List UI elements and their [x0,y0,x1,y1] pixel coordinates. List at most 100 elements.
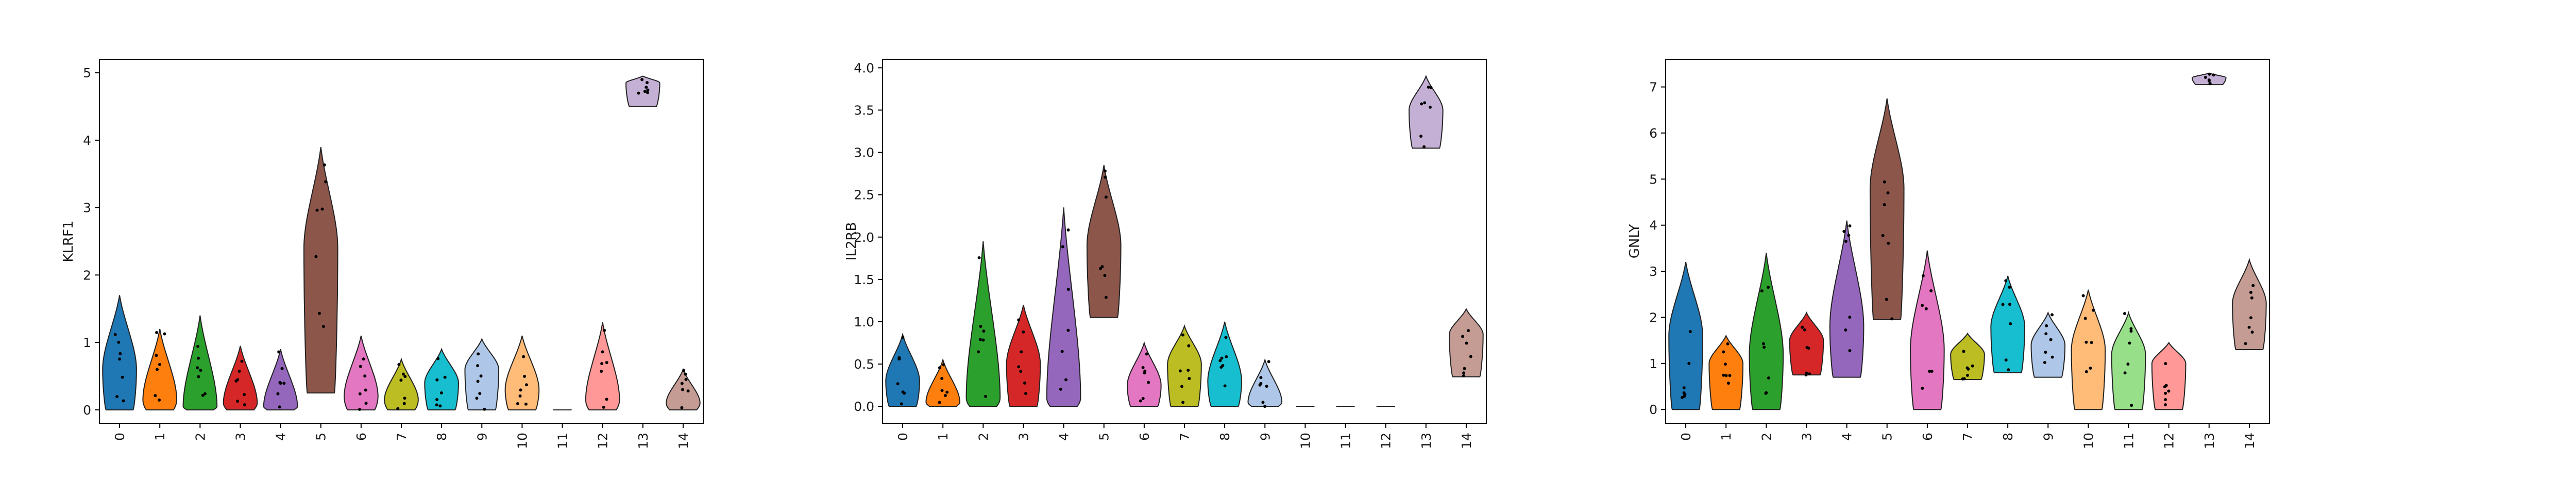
data-point [1767,286,1770,289]
data-point [1020,350,1023,354]
data-point [1762,345,1766,349]
data-point [1180,385,1183,388]
data-point [2081,294,2085,298]
violin-10 [504,335,540,410]
data-point [1104,195,1108,199]
violin-body [263,349,298,410]
data-point [1263,405,1267,408]
y-tick-label: 0.0 [854,399,874,414]
violin-body [1910,250,1945,410]
data-point [2123,312,2126,316]
data-point [396,407,400,410]
x-tick-label: 14 [676,433,691,449]
violin-body [2030,311,2066,378]
data-point [2208,72,2211,76]
violin-7 [384,357,419,410]
violin-3 [1006,304,1041,407]
data-point [2208,82,2212,86]
plot-frame [1665,59,2270,424]
violin-body [1127,341,1162,407]
data-point [1682,386,1686,390]
y-tick-label: 3.0 [854,145,874,160]
data-point [977,350,980,354]
data-point [942,363,945,367]
data-point [1722,373,1725,377]
data-point [1844,240,1848,243]
violin-body [1668,262,1703,410]
data-point [637,91,640,95]
x-tick-label: 0 [112,433,127,441]
data-point [2163,385,2166,389]
data-point [938,401,941,404]
data-point [2004,279,2008,283]
data-point [238,369,241,373]
violin-9 [464,337,500,411]
violin-6 [1127,341,1162,407]
data-point [1181,401,1185,404]
violin-14 [666,368,701,410]
data-point [943,394,947,398]
y-tick-label: 4 [83,133,91,148]
violin-14 [1449,308,1484,377]
violin-0 [102,295,137,410]
data-point [1420,102,1423,106]
y-tick-label: 4.0 [854,60,874,75]
data-point [315,208,319,212]
x-tick-label: 2 [976,433,991,441]
data-point [1726,382,1730,385]
y-tick-label: 2.0 [854,230,874,245]
data-point [1724,374,1728,377]
data-point [243,403,246,406]
violin-body [925,358,961,407]
data-point [479,374,483,378]
violin-1 [1708,334,1744,410]
data-point [684,372,687,376]
data-point [317,311,321,315]
data-point [121,375,124,379]
y-tick-label: 3 [83,201,91,216]
data-point [2083,317,2087,320]
violin-0 [1668,262,1703,410]
plot-frame [99,59,704,424]
violin-7 [1167,324,1202,407]
y-tick-label: 0.5 [854,357,874,372]
y-tick-label: 5 [1649,172,1657,187]
data-point [436,357,440,360]
violin-body [182,315,218,410]
data-point [155,368,159,371]
data-point [1683,393,1687,397]
data-point [1024,392,1027,395]
data-point [364,401,368,405]
data-point [1847,234,1851,237]
x-tick-label: 4 [274,433,289,441]
violin-13 [625,75,660,107]
data-point [2212,73,2215,77]
data-point [903,391,906,395]
data-point [645,86,648,89]
violin-5 [303,146,338,394]
data-point [2008,285,2011,289]
data-point [1883,203,1886,207]
x-tick-label: 7 [1177,433,1192,441]
data-point [1887,241,1890,245]
violin-body [1950,332,1985,381]
violin-7 [1950,332,1985,381]
x-tick-label: 8 [2001,433,2015,441]
data-point [2043,360,2046,364]
violin-8 [424,348,459,410]
y-tick-label: 0 [1649,402,1657,417]
data-point [984,394,988,398]
data-point [117,340,121,344]
data-point [940,389,944,392]
data-point [1220,356,1224,360]
x-tick-label: 8 [434,433,449,441]
x-tick-label: 13 [2202,433,2217,449]
data-point [277,350,281,354]
data-point [1145,352,1148,356]
data-point [1886,191,1890,195]
data-point [982,329,986,333]
data-point [1761,342,1765,345]
data-point [1767,376,1770,380]
data-point [2247,325,2251,329]
x-tick-label: 12 [596,433,611,449]
